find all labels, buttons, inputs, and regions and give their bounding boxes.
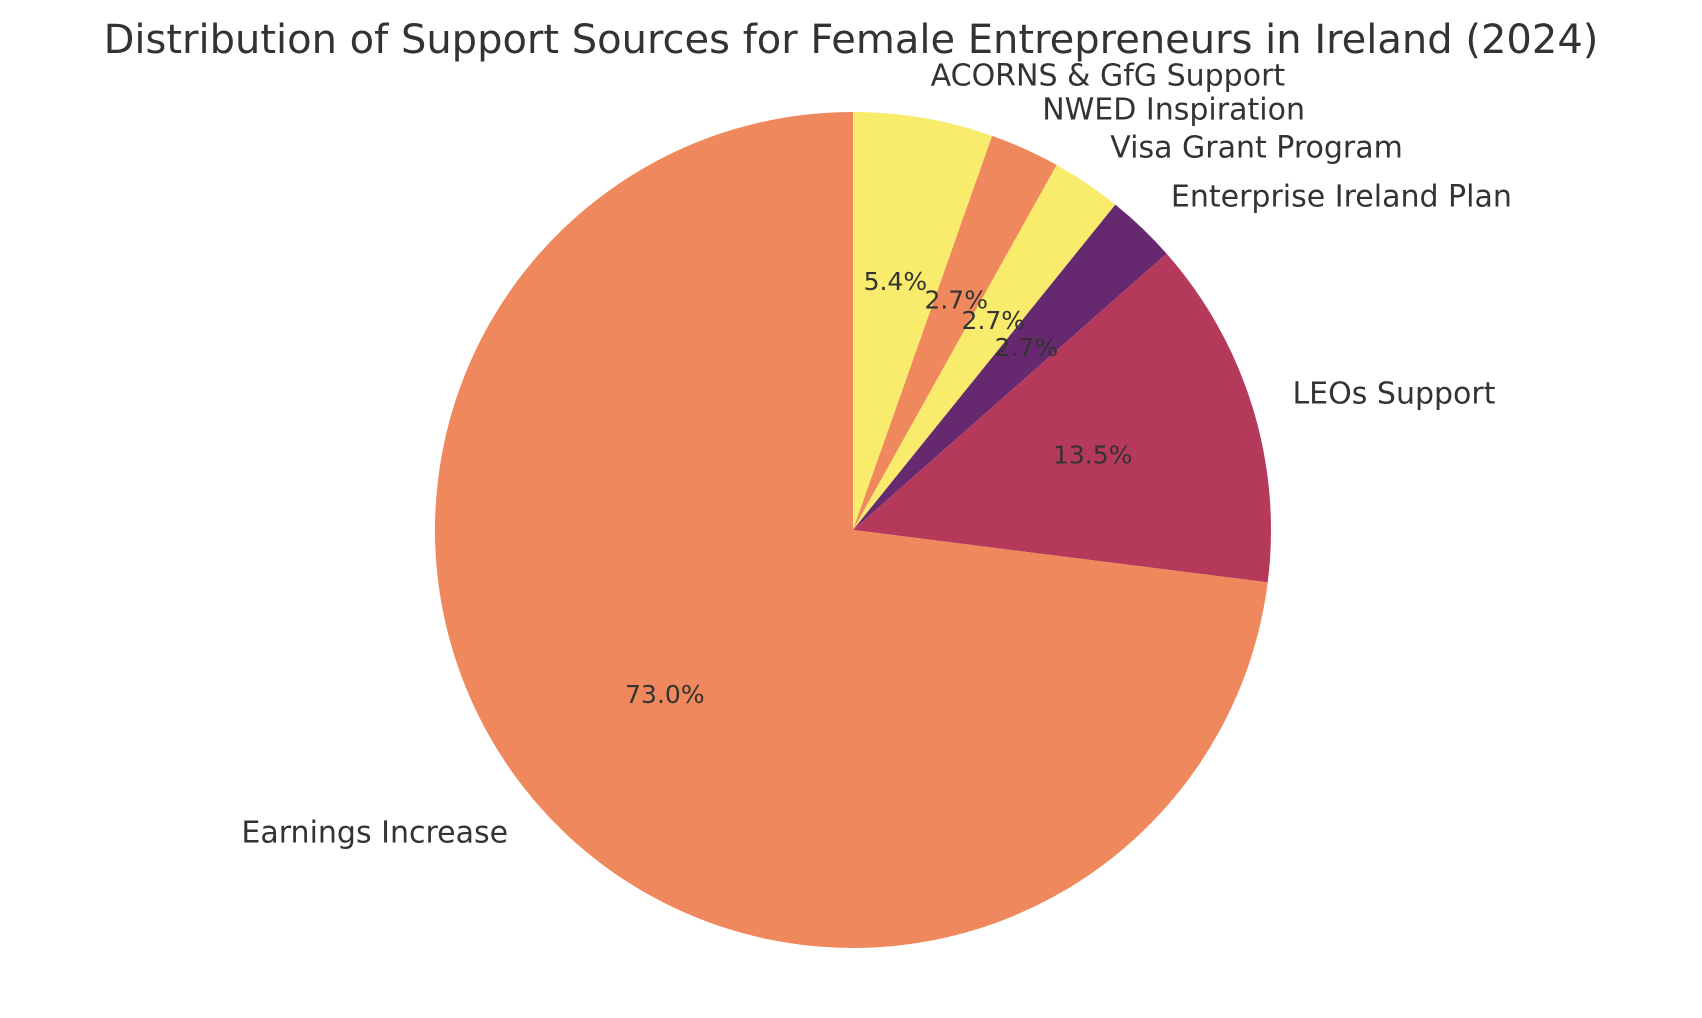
chart-title: Distribution of Support Sources for Fema… [104,17,1599,63]
pie-slice-earnings-increase [434,112,1268,948]
pie-slice-nwed-inspiration [853,135,1057,530]
slice-label-earnings-increase: Earnings Increase [241,816,508,851]
pct-label-nwed-inspiration: 2.7% [924,285,988,314]
pie-slice-leos-support [853,253,1271,583]
slice-label-enterprise-ireland-plan: Enterprise Ireland Plan [1171,179,1512,214]
pct-label-visa-grant-program: 2.7% [962,306,1026,335]
slice-label-acorns-gfg-support: ACORNS & GfG Support [931,58,1286,93]
slice-label-nwed-inspiration: NWED Inspiration [1042,92,1305,127]
pie-slice-visa-grant-program [853,164,1116,530]
pct-label-earnings-increase: 73.0% [625,680,704,709]
pct-label-leos-support: 13.5% [1053,440,1132,469]
pie-slices [434,112,1271,948]
slice-label-leos-support: LEOs Support [1292,376,1495,411]
pie-slice-enterprise-ireland-plan [853,204,1167,530]
slice-label-visa-grant-program: Visa Grant Program [1110,130,1403,165]
pct-label-acorns-gfg-support: 5.4% [864,267,928,296]
pie-slice-acorns-gfg-support [853,112,993,530]
pie-labels: ACORNS & GfG Support 5.4% NWED Inspiration… [241,58,1511,850]
pct-label-enterprise-ireland-plan: 2.7% [995,333,1059,362]
